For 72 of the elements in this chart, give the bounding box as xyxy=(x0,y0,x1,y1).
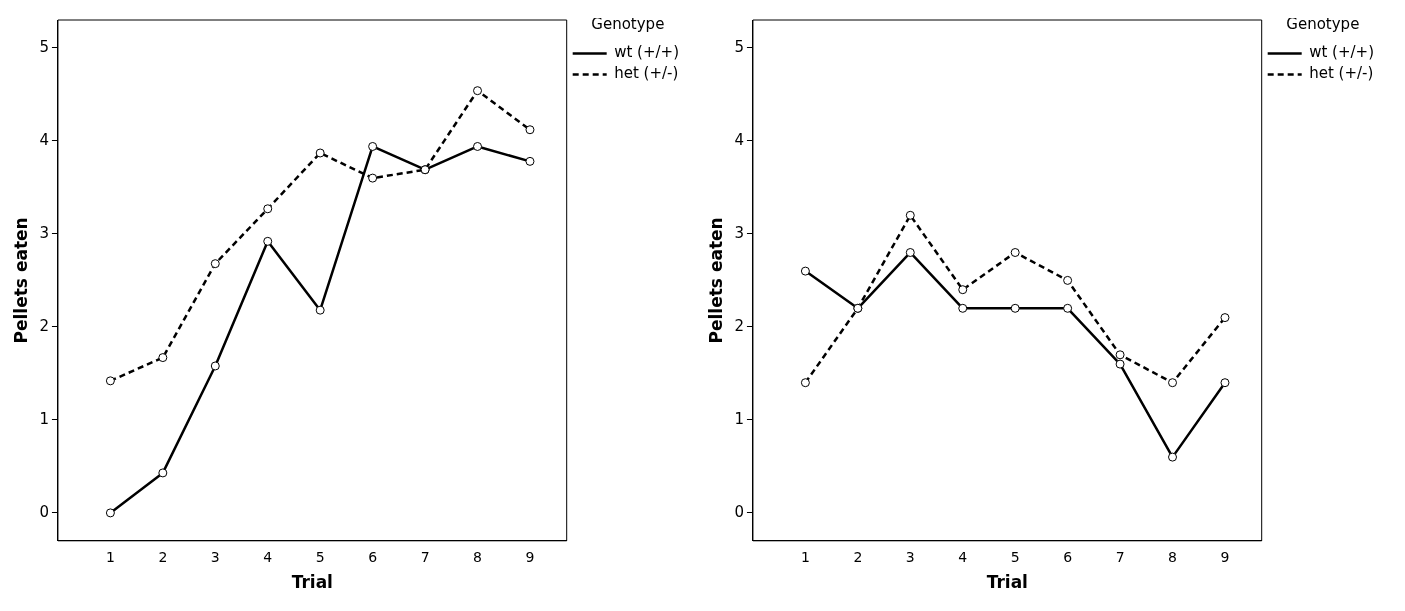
y-tick-label: 1 xyxy=(39,409,49,428)
point xyxy=(525,125,535,135)
point xyxy=(315,148,325,158)
x-axis-title: Trial xyxy=(986,572,1028,593)
point xyxy=(800,378,810,388)
point xyxy=(800,266,810,276)
x-tick-label: 1 xyxy=(105,548,115,565)
x-axis-title: Trial xyxy=(291,572,333,593)
y-tick-label: 2 xyxy=(734,316,744,335)
point xyxy=(473,141,483,151)
x-tick-label: 7 xyxy=(1115,548,1125,565)
point xyxy=(473,86,483,96)
x-tick-label: 6 xyxy=(1063,548,1073,565)
legend-label: wt (+/+) xyxy=(1309,43,1374,62)
x-tick-label: 3 xyxy=(905,548,915,565)
legend-label: het (+/-) xyxy=(614,64,679,83)
y-tick-label: 5 xyxy=(734,37,744,56)
x-tick-label: 9 xyxy=(1220,548,1230,565)
y-axis-title: Pellets eaten xyxy=(705,217,726,344)
x-tick-label: 5 xyxy=(315,548,325,565)
x-tick-label: 6 xyxy=(368,548,378,565)
point xyxy=(1115,350,1125,360)
y-axis-title: Pellets eaten xyxy=(10,217,31,344)
y-tick-label: 1 xyxy=(734,409,744,428)
x-tick-label: 2 xyxy=(158,548,168,565)
point xyxy=(105,376,115,386)
point xyxy=(1168,452,1178,462)
point xyxy=(1063,303,1073,313)
legend-label: wt (+/+) xyxy=(614,43,679,62)
point xyxy=(1063,275,1073,285)
point xyxy=(368,141,378,151)
y-tick-label: 0 xyxy=(734,502,744,521)
point xyxy=(958,303,968,313)
point xyxy=(210,259,220,269)
point xyxy=(315,305,325,315)
y-tick-label: 0 xyxy=(39,502,49,521)
point xyxy=(158,353,168,363)
point xyxy=(905,210,915,220)
x-tick-label: 8 xyxy=(1168,548,1177,565)
point xyxy=(1168,378,1178,388)
point xyxy=(158,468,168,478)
point xyxy=(958,285,968,295)
x-tick-label: 5 xyxy=(1010,548,1020,565)
point xyxy=(368,173,378,183)
y-tick-label: 3 xyxy=(734,223,744,242)
x-tick-label: 9 xyxy=(525,548,535,565)
point xyxy=(1220,378,1230,388)
x-tick-label: 2 xyxy=(853,548,863,565)
point xyxy=(905,248,915,257)
legend-label: het (+/-) xyxy=(1309,64,1374,83)
y-tick-label: 2 xyxy=(39,316,49,335)
point xyxy=(1220,313,1230,323)
x-tick-label: 4 xyxy=(263,548,273,565)
point xyxy=(105,508,115,518)
point xyxy=(263,236,273,246)
y-tick-label: 4 xyxy=(734,130,744,149)
point xyxy=(1010,248,1020,257)
point xyxy=(1010,303,1020,313)
y-tick-label: 5 xyxy=(39,37,49,56)
y-tick-label: 3 xyxy=(39,223,49,242)
x-tick-label: 3 xyxy=(210,548,220,565)
x-tick-label: 7 xyxy=(420,548,430,565)
point xyxy=(263,204,273,214)
point xyxy=(210,361,220,371)
point xyxy=(1115,359,1125,369)
y-tick-label: 4 xyxy=(39,130,49,149)
x-tick-label: 8 xyxy=(473,548,482,565)
x-tick-label: 1 xyxy=(800,548,810,565)
legend-title: Genotype xyxy=(591,15,665,34)
point xyxy=(525,156,535,166)
x-tick-label: 4 xyxy=(958,548,968,565)
legend-title: Genotype xyxy=(1286,15,1360,34)
